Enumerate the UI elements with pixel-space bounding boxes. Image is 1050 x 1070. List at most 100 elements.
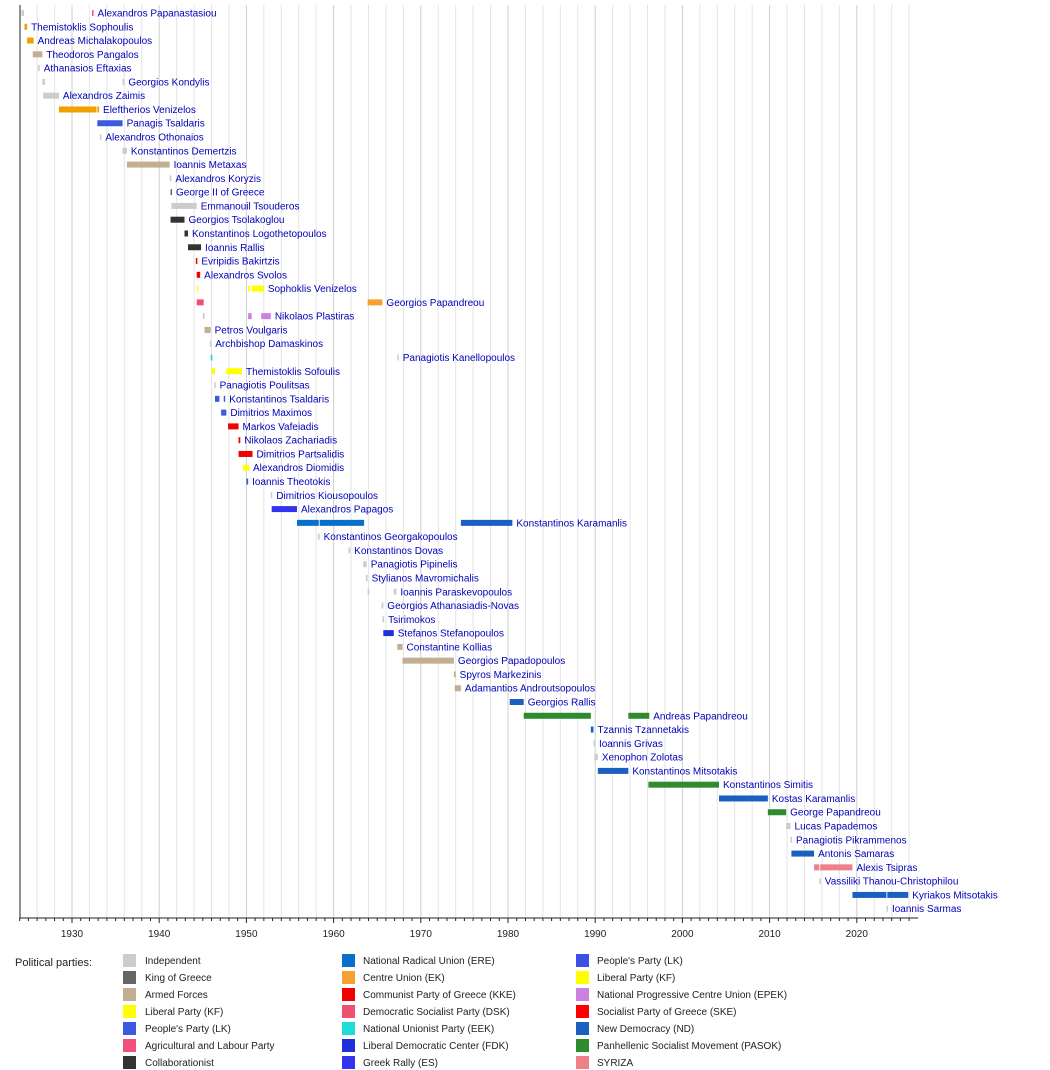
legend-label: Democratic Socialist Party (DSK)	[363, 1007, 510, 1018]
term-bar	[92, 10, 94, 16]
legend-label: National Radical Union (ERE)	[363, 956, 495, 967]
term-bar	[270, 492, 273, 499]
term-bar	[814, 864, 820, 871]
term-bar	[248, 313, 252, 320]
legend-label: Liberal Party (KF)	[597, 973, 675, 984]
x-tick-label: 1970	[410, 929, 433, 940]
term-bar	[27, 37, 34, 44]
term-bar	[523, 712, 591, 719]
term-bar	[820, 864, 853, 871]
pm-label: Nikolaos Zachariadis	[244, 436, 337, 447]
pm-label: Tzannis Tzannetakis	[597, 725, 689, 736]
legend-label: King of Greece	[145, 973, 212, 984]
pm-label: Dimitrios Partsalidis	[257, 449, 345, 460]
pm-label: Panagiotis Pipinelis	[371, 560, 458, 571]
pm-label: Petros Voulgaris	[215, 325, 288, 336]
x-tick-label: 1960	[322, 929, 345, 940]
term-bar	[454, 685, 461, 692]
pm-label: Constantine Kollias	[406, 642, 492, 653]
pm-label: Dimitrios Maximos	[230, 408, 312, 419]
term-bar	[348, 547, 351, 554]
legend-swatch	[123, 971, 136, 984]
gridlines	[36, 5, 910, 918]
legend-label: Collaborationist	[145, 1058, 214, 1069]
term-bar	[196, 285, 199, 292]
pm-label: Athanasios Eftaxias	[44, 64, 132, 75]
legend-label: Liberal Party (KF)	[145, 1007, 223, 1018]
term-bar	[214, 382, 216, 389]
legend-swatch	[576, 1039, 589, 1052]
term-bar	[195, 258, 198, 265]
term-bar	[648, 781, 720, 788]
legend-swatch	[123, 1056, 136, 1069]
pm-label: Alexandros Papanastasiou	[98, 9, 217, 20]
term-bar	[238, 437, 241, 444]
pm-label: Georgios Rallis	[528, 698, 596, 709]
pm-label: Alexandros Othonaios	[105, 133, 203, 144]
term-bar	[597, 767, 629, 774]
pm-label: Konstantinos Logothetopoulos	[192, 229, 327, 240]
legend-label: Communist Party of Greece (KKE)	[363, 990, 516, 1001]
term-bar	[852, 891, 887, 898]
term-bar	[97, 106, 100, 113]
term-bar	[246, 478, 249, 485]
pm-label: Ioannis Paraskevopoulos	[400, 587, 512, 598]
x-tick-label: 1940	[148, 929, 171, 940]
legend-label: Centre Union (EK)	[363, 973, 445, 984]
term-bar	[170, 189, 173, 196]
pm-label: Panagis Tsaldaris	[127, 119, 205, 130]
term-bar	[99, 134, 102, 141]
x-tick-label: 2020	[846, 929, 869, 940]
legend-swatch	[342, 1005, 355, 1018]
term-bar	[719, 795, 768, 802]
pm-label: Kostas Karamanlis	[772, 794, 855, 805]
pm-label: Markos Vafeiadis	[243, 422, 319, 433]
term-bar	[226, 368, 243, 375]
pm-label: Evripidis Bakirtzis	[201, 257, 279, 268]
pm-label: Panagiotis Pikrammenos	[796, 835, 907, 846]
term-bar	[367, 299, 383, 306]
x-tick-label: 1950	[235, 929, 258, 940]
legend-label: New Democracy (ND)	[597, 1024, 694, 1035]
pm-label: Georgios Athanasiadis-Novas	[387, 601, 519, 612]
pm-label: Alexandros Zaimis	[63, 91, 145, 102]
term-bar	[393, 588, 397, 595]
term-bar	[122, 147, 127, 154]
term-bar	[402, 657, 454, 664]
x-tick-label: 2000	[671, 929, 694, 940]
term-bar	[215, 395, 220, 402]
legend-swatch	[342, 1056, 355, 1069]
term-bar	[248, 285, 250, 292]
pm-label: Konstantinos Demertzis	[131, 146, 237, 157]
term-bar	[319, 519, 365, 526]
term-bar	[365, 574, 368, 581]
pm-label: Konstantinos Tsaldaris	[229, 394, 329, 405]
pm-label: Spyros Markezinis	[460, 670, 542, 681]
term-bar	[126, 161, 170, 168]
pm-label: Xenophon Zolotas	[602, 753, 683, 764]
term-bar	[453, 671, 456, 678]
legend-label: SYRIZA	[597, 1058, 633, 1069]
pm-label: Alexandros Svolos	[204, 270, 287, 281]
term-bar	[317, 533, 320, 540]
term-bar	[887, 891, 909, 898]
legend-label: Armed Forces	[145, 990, 208, 1001]
legend-swatch	[342, 1039, 355, 1052]
pm-label: Georgios Papadopoulos	[458, 656, 565, 667]
pm-label: Konstantinos Dovas	[354, 546, 443, 557]
pm-label: Alexandros Koryzis	[175, 174, 261, 185]
pm-label: Konstantinos Georgakopoulos	[324, 532, 458, 543]
pm-label: George Papandreou	[790, 808, 881, 819]
pm-label: Kyriakos Mitsotakis	[912, 890, 998, 901]
pm-label: Ioannis Theotokis	[252, 477, 330, 488]
pm-label: Andreas Michalakopoulos	[38, 36, 153, 47]
term-bar	[204, 326, 211, 333]
x-tick-label: 1990	[584, 929, 607, 940]
pm-label: Konstantinos Karamanlis	[516, 518, 627, 529]
pm-label: Alexis Tsipras	[856, 863, 917, 874]
x-axis: 1930 1940 1950 1960 1970 1980 1990 2000 2010 2020	[19, 5, 918, 940]
pm-label: Ioannis Sarmas	[892, 904, 961, 915]
pm-label: Theodoros Pangalos	[46, 50, 138, 61]
term-bar	[223, 395, 226, 402]
